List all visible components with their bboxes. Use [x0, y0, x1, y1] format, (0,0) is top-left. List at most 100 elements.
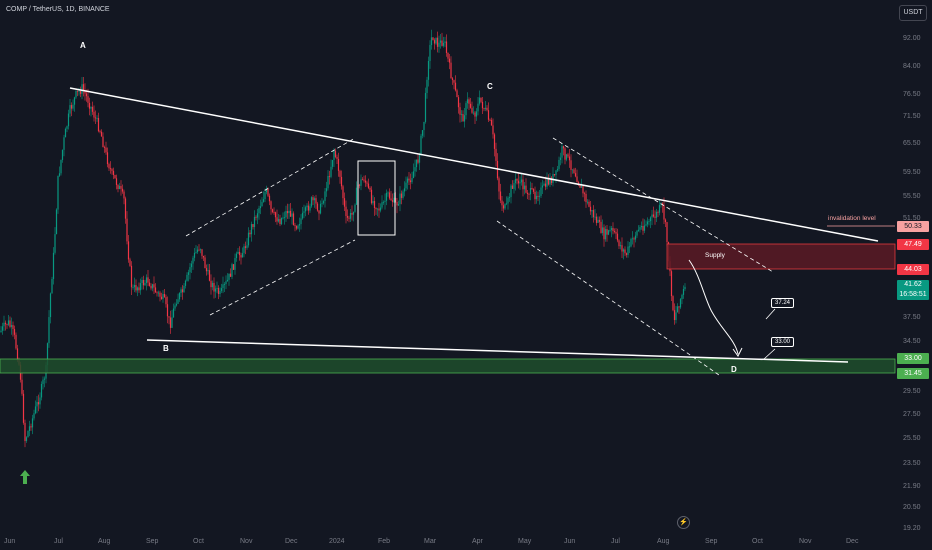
candle-body	[679, 299, 682, 308]
candle-body	[493, 134, 496, 149]
candle-body	[598, 219, 601, 222]
candle-body	[609, 229, 611, 231]
candle-body	[97, 118, 100, 132]
time-tick-label: Jul	[54, 538, 63, 545]
candle-body	[502, 205, 505, 209]
candle-body	[318, 210, 320, 214]
time-tick-label: 2024	[329, 538, 345, 545]
candle-body	[516, 178, 518, 181]
candle-body	[144, 282, 146, 286]
candle-body	[385, 192, 388, 201]
time-tick-label: Jul	[611, 538, 620, 545]
currency-button[interactable]: USDT	[899, 5, 927, 21]
candle-body	[622, 249, 625, 252]
price-tick-label: 76.50	[903, 91, 921, 98]
candle-body	[346, 215, 349, 218]
candle-body	[553, 174, 556, 176]
projected-arrowhead	[732, 347, 743, 357]
candle-body	[198, 249, 200, 251]
candle-body	[327, 175, 329, 189]
candle-body	[340, 176, 343, 187]
candle-body	[31, 418, 34, 428]
candle-body	[678, 306, 680, 308]
candle-body	[682, 289, 685, 295]
candle-body	[202, 255, 205, 258]
candle-body	[316, 203, 319, 211]
candle-body	[592, 210, 595, 218]
candle-body	[540, 187, 542, 196]
lightning-icon[interactable]: ⚡	[677, 516, 690, 529]
candle-body	[108, 164, 110, 169]
candle-body	[414, 167, 416, 172]
candle-body	[234, 258, 236, 270]
candle-body	[630, 238, 632, 247]
candle-body	[295, 225, 298, 229]
candle-body	[255, 216, 257, 218]
target-callout-2: 33.00	[771, 337, 795, 347]
candle-body	[547, 178, 550, 185]
price-tag-invalidation: 50.33	[897, 221, 929, 232]
candle-body	[235, 253, 238, 259]
time-axis[interactable]: Jun Jul Aug Sep Oct Nov Dec 2024 Feb Mar Apr May Jun…	[4, 538, 859, 545]
candle-body	[300, 218, 302, 225]
candle-body	[36, 402, 38, 407]
price-tag-demand-low: 31.45	[897, 368, 929, 379]
candle-body	[370, 189, 373, 204]
candle-body	[100, 131, 103, 137]
candle-body	[640, 226, 643, 228]
candle-body	[466, 99, 469, 104]
candle-body	[664, 219, 667, 223]
candle-body	[574, 173, 577, 177]
candle-body	[633, 238, 635, 240]
time-tick-label: Aug	[98, 538, 111, 545]
candle-body	[324, 191, 326, 202]
candle-body	[30, 426, 32, 428]
price-axis[interactable]: 92.00 84.00 76.50 71.50 65.50 59.50 55.50 51.50…	[903, 35, 921, 532]
candle-body	[643, 225, 646, 231]
candle-body	[123, 191, 125, 199]
candle-body	[306, 205, 308, 208]
symbol-title: COMP / TetherUS, 1D, BINANCE	[6, 6, 110, 13]
candle-body	[15, 334, 17, 349]
candle-body	[109, 168, 112, 170]
candle-body	[204, 257, 206, 269]
candle-body	[564, 148, 566, 160]
candle-body	[246, 245, 248, 248]
candle-body	[220, 288, 223, 291]
candle-body	[231, 264, 233, 277]
candle-body	[505, 203, 508, 205]
lower-trendline	[146, 339, 849, 363]
candle-body	[309, 206, 311, 211]
candle-body	[381, 202, 383, 208]
channel-upper-dashed	[185, 137, 356, 237]
candle-body	[421, 130, 424, 136]
candle-body	[673, 310, 676, 321]
candle-body	[75, 90, 77, 98]
candle-body	[228, 273, 230, 280]
candle-body	[339, 170, 341, 177]
candle-body	[459, 107, 461, 115]
candle-body	[538, 195, 541, 197]
candle-body	[634, 235, 637, 240]
candle-body	[12, 325, 14, 330]
candle-body	[121, 188, 124, 192]
candle-body	[256, 213, 259, 218]
candle-body	[663, 205, 665, 220]
candle-body	[670, 271, 673, 297]
candle-body	[520, 179, 523, 183]
price-tag-supply-high: 47.49	[897, 239, 929, 250]
candle-body	[207, 270, 209, 272]
candle-body	[423, 121, 425, 131]
candle-body	[201, 249, 203, 256]
candle-body	[286, 211, 289, 214]
candle-body	[103, 147, 106, 148]
candle-body	[562, 146, 565, 149]
candle-body	[399, 193, 401, 205]
candle-body	[13, 329, 16, 335]
candle-body	[177, 299, 179, 304]
candle-body	[411, 178, 413, 183]
candle-body	[165, 297, 167, 305]
last-price: 41.62	[904, 281, 922, 288]
supply-zone-label: Supply	[705, 252, 726, 259]
